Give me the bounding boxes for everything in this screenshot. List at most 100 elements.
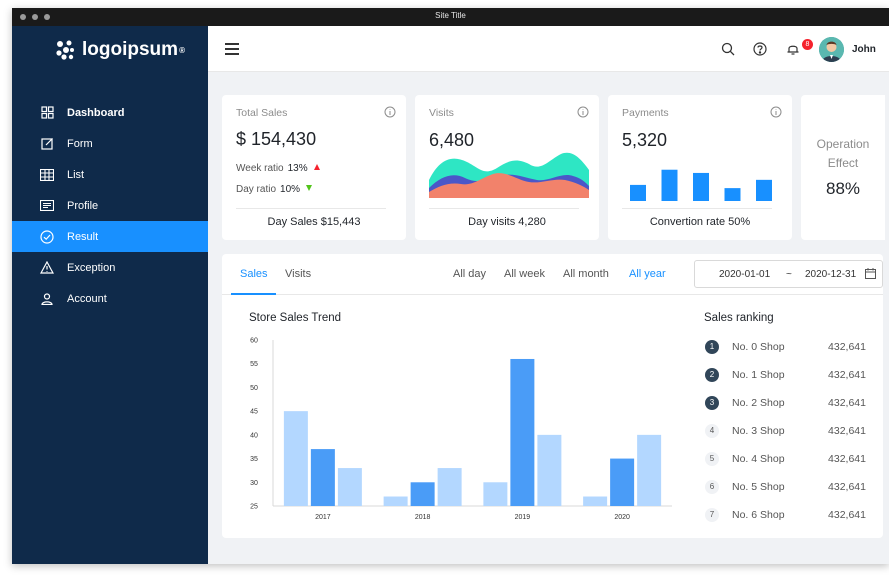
sidebar-item-label: Form xyxy=(67,137,93,150)
shop-name: No. 5 Shop xyxy=(732,481,785,493)
operation-effect-value: 88% xyxy=(825,179,861,198)
chart-bar xyxy=(483,482,508,506)
visits-area-series-coral xyxy=(429,173,589,198)
visits-area-chart xyxy=(429,152,589,198)
date-start[interactable]: 2020-01-01 xyxy=(719,269,771,280)
trend-up-icon xyxy=(313,164,320,170)
sidebar-item-label: Dashboard xyxy=(67,106,125,119)
window-close-button[interactable] xyxy=(20,14,26,20)
sales-ranking-list: 1 No. 0 Shop 432,641 2 No. 1 Shop 432,641 3 No.… xyxy=(704,336,874,532)
table-list-icon xyxy=(40,168,54,182)
sidebar-item-form[interactable]: Form xyxy=(12,128,208,159)
shop-name: No. 1 Shop xyxy=(732,369,785,381)
card-footer: Day Sales $15,443 xyxy=(267,216,361,228)
top-header: 8 John xyxy=(208,26,889,72)
shop-sales-value: 432,641 xyxy=(828,481,866,493)
card-footer: Day visits 4,280 xyxy=(468,216,546,228)
date-range-picker[interactable]: 2020-01-01 ~ 2020-12-31 xyxy=(694,260,883,288)
check-circle-icon xyxy=(40,229,54,244)
logo-text: logoipsum xyxy=(82,39,179,60)
calendar-icon[interactable] xyxy=(865,268,876,279)
panel-tabs: Sales Visits All day All week All month … xyxy=(222,254,883,295)
warning-icon xyxy=(40,261,54,275)
info-icon[interactable] xyxy=(384,106,396,118)
total-sales-card: Total Sales $ 154,430 Week ratio 13% Day … xyxy=(222,95,406,240)
trend-down-icon xyxy=(306,185,313,191)
rank-number: 3 xyxy=(705,396,719,410)
rank-number: 5 xyxy=(705,452,719,466)
date-end[interactable]: 2020-12-31 xyxy=(805,269,857,280)
chart-bar xyxy=(410,482,435,506)
list-item: 5 No. 4 Shop 432,641 xyxy=(704,448,874,476)
filter-all-month[interactable]: All month xyxy=(563,268,609,280)
hamburger-line xyxy=(225,53,239,55)
filter-all-day[interactable]: All day xyxy=(453,268,487,280)
sidebar-item-exception[interactable]: Exception xyxy=(12,252,208,283)
card-divider xyxy=(236,208,386,209)
menu-toggle-button[interactable] xyxy=(225,43,239,55)
window-title: Site Title xyxy=(435,11,466,20)
tab-visits[interactable]: Visits xyxy=(285,268,312,280)
sidebar-item-label: Result xyxy=(67,230,99,243)
y-tick-label: 25 xyxy=(250,504,258,511)
filter-all-week[interactable]: All week xyxy=(504,268,545,280)
notification-badge: 8 xyxy=(802,39,813,50)
day-ratio: Day ratio 10% xyxy=(236,184,313,195)
bell-icon[interactable] xyxy=(786,42,800,56)
list-item: 6 No. 5 Shop 432,641 xyxy=(704,476,874,504)
y-tick-label: 55 xyxy=(250,361,258,368)
y-tick-label: 40 xyxy=(250,432,258,439)
list-item: 4 No. 3 Shop 432,641 xyxy=(704,420,874,448)
shop-name: No. 4 Shop xyxy=(732,453,785,465)
card-divider xyxy=(622,208,772,209)
list-item: 2 No. 1 Shop 432,641 xyxy=(704,364,874,392)
sidebar-item-label: Profile xyxy=(67,199,99,212)
window-minimize-button[interactable] xyxy=(32,14,38,20)
avatar[interactable] xyxy=(819,37,844,62)
window-maximize-button[interactable] xyxy=(44,14,50,20)
week-ratio-value: 13% xyxy=(287,163,308,174)
operation-label-line1: Operation xyxy=(816,137,870,151)
logo-mark-icon xyxy=(56,40,74,60)
x-tick-label: 2017 xyxy=(315,514,331,521)
chart-title: Store Sales Trend xyxy=(249,312,342,324)
shop-sales-value: 432,641 xyxy=(828,341,866,353)
sidebar-item-dashboard[interactable]: Dashboard xyxy=(12,97,208,128)
shop-name: No. 2 Shop xyxy=(732,397,785,409)
chart-bar xyxy=(337,468,362,506)
chart-bar xyxy=(437,468,462,506)
info-icon[interactable] xyxy=(770,106,782,118)
chart-bar xyxy=(283,411,308,506)
operation-label-line2: Effect xyxy=(827,156,859,170)
chart-bar xyxy=(537,434,562,506)
list-item: 7 No. 6 Shop 432,641 xyxy=(704,504,874,532)
sidebar-item-label: List xyxy=(67,168,85,181)
card-footer: Convertion rate 50% xyxy=(649,216,751,228)
search-icon[interactable] xyxy=(721,42,735,56)
shop-sales-value: 432,641 xyxy=(828,509,866,521)
x-tick-label: 2020 xyxy=(614,514,630,521)
help-icon[interactable] xyxy=(753,42,767,56)
info-icon[interactable] xyxy=(577,106,589,118)
chart-bar xyxy=(383,496,408,506)
y-tick-label: 60 xyxy=(250,338,258,345)
sidebar-item-account[interactable]: Account xyxy=(12,283,208,314)
chart-bar xyxy=(310,449,335,506)
card-title: Total Sales xyxy=(236,107,288,119)
sidebar-item-profile[interactable]: Profile xyxy=(12,190,208,221)
visits-card: Visits 6,480 Day visits 4,280 xyxy=(415,95,599,240)
y-tick-label: 45 xyxy=(250,409,258,416)
sidebar-nav: Dashboard Form List Profile xyxy=(12,97,208,314)
day-ratio-value: 10% xyxy=(280,184,301,195)
filter-all-year[interactable]: All year xyxy=(629,268,666,280)
username[interactable]: John xyxy=(852,44,876,55)
list-item: 3 No. 2 Shop 432,641 xyxy=(704,392,874,420)
payments-bar xyxy=(693,172,709,201)
sidebar-item-result[interactable]: Result xyxy=(12,221,208,252)
hamburger-line xyxy=(225,43,239,45)
list-item: 1 No. 0 Shop 432,641 xyxy=(704,336,874,364)
logo[interactable]: logoipsum ® xyxy=(54,38,185,62)
tab-sales[interactable]: Sales xyxy=(240,268,268,280)
y-tick-label: 35 xyxy=(250,456,258,463)
sidebar-item-list[interactable]: List xyxy=(12,159,208,190)
